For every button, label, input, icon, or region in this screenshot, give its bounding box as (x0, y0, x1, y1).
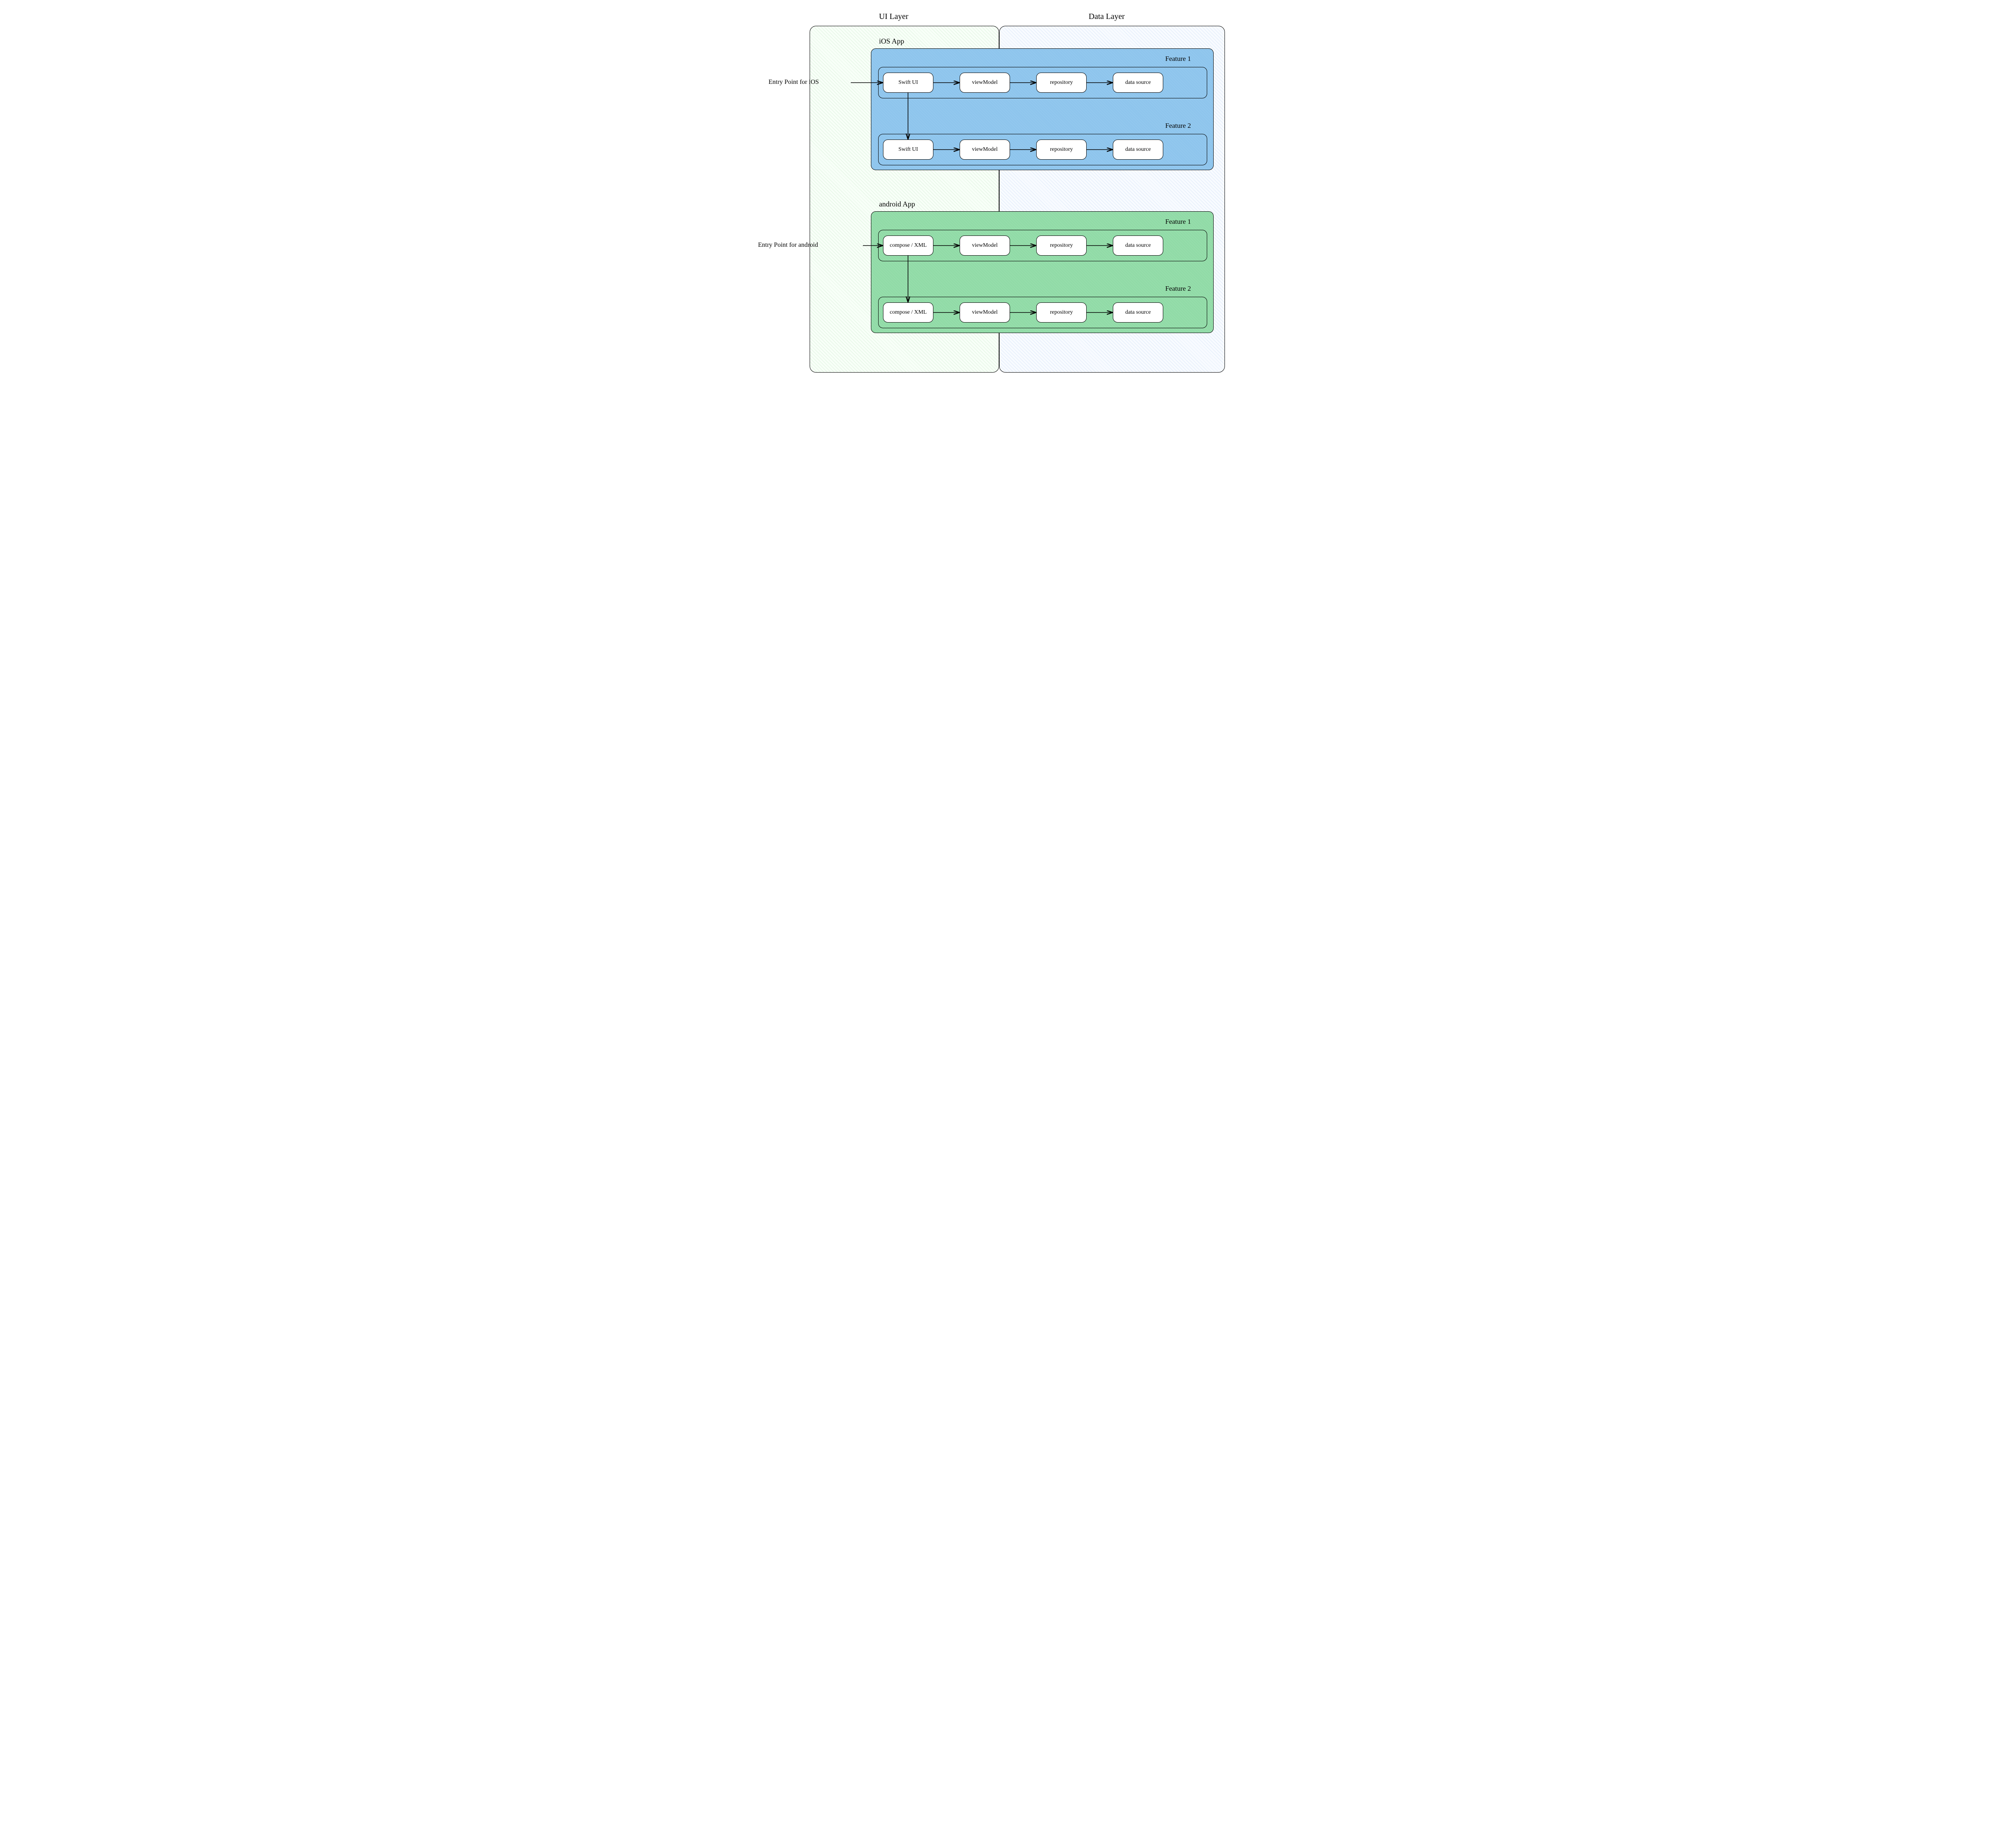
ios-feature2-label: Feature 2 (1165, 122, 1191, 130)
node-ios-f2-datasource: data source (1113, 140, 1163, 160)
node-and-f1-repository: repository (1036, 235, 1087, 256)
node-ios-f2-repository: repository (1036, 140, 1087, 160)
node-and-f2-viewmodel: viewModel (960, 302, 1010, 323)
node-and-f1-viewmodel: viewModel (960, 235, 1010, 256)
ios-app-label: iOS App (879, 37, 904, 46)
node-and-f2-repository: repository (1036, 302, 1087, 323)
node-ios-f1-viewmodel: viewModel (960, 73, 1010, 93)
node-and-f2-datasource: data source (1113, 302, 1163, 323)
node-ios-f2-viewmodel: viewModel (960, 140, 1010, 160)
node-ios-f2-swiftui: Swift UI (883, 140, 933, 160)
node-ios-f1-repository: repository (1036, 73, 1087, 93)
node-ios-f1-swiftui: Swift UI (883, 73, 933, 93)
ui-layer-label: UI Layer (879, 12, 908, 21)
node-and-f1-compose: compose / XML (883, 235, 933, 256)
node-and-f2-compose: compose / XML (883, 302, 933, 323)
android-feature1-label: Feature 1 (1165, 218, 1191, 226)
entry-point-android-label: Entry Point for android (758, 242, 818, 249)
node-ios-f1-datasource: data source (1113, 73, 1163, 93)
node-and-f1-datasource: data source (1113, 235, 1163, 256)
entry-point-ios-label: Entry Point for iOS (768, 79, 819, 86)
ios-feature1-label: Feature 1 (1165, 55, 1191, 63)
data-layer-label: Data Layer (1089, 12, 1125, 21)
android-feature2-label: Feature 2 (1165, 285, 1191, 293)
android-app-label: android App (879, 200, 915, 208)
architecture-diagram: UI Layer Data Layer iOS App Feature 1 Sw… (758, 8, 1258, 383)
